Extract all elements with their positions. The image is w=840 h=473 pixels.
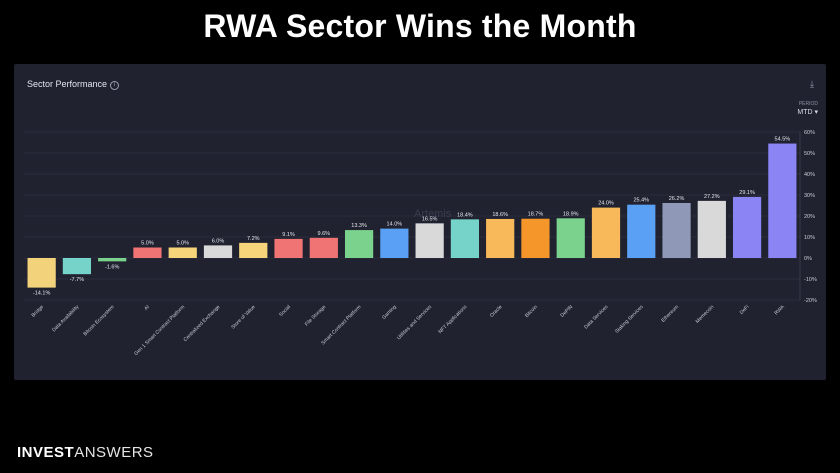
category-label: Memecoin <box>695 304 716 325</box>
period-dropdown[interactable]: MTD ▾ <box>797 109 818 116</box>
y-tick-label: 10% <box>804 235 815 241</box>
category-label: NFT Applications <box>437 304 468 335</box>
category-label: Bitcoin <box>524 304 539 319</box>
chart-panel: Sector Performance i ⤓ PERIOD MTD ▾ Artem… <box>14 64 826 380</box>
bar[interactable] <box>62 258 92 275</box>
y-tick-label: -10% <box>804 277 817 283</box>
category-label: Staking Services <box>614 304 645 335</box>
value-labels: -14.1% -7.7% -1.6% 5.0% 5.0% 6.0% 7.2% 9.1% 9.6%… <box>33 137 790 297</box>
bar[interactable] <box>274 238 303 258</box>
y-tick-label: -20% <box>804 298 817 304</box>
data-label: -14.1% <box>33 291 51 297</box>
period-label: PERIOD <box>798 101 818 107</box>
category-label: RWA <box>773 304 786 317</box>
y-tick-label: 30% <box>804 193 815 199</box>
download-icon[interactable]: ⤓ <box>810 79 814 89</box>
bar[interactable] <box>133 247 162 259</box>
data-label: 18.4% <box>457 212 473 218</box>
category-label: Centralized Exchange <box>183 304 222 343</box>
y-tick-label: 60% <box>804 130 815 136</box>
category-label: Utilities and Services <box>396 304 433 341</box>
sector-performance-chart: Artemis -14.1% -7.7% -1.6% 5.0% 5.0% 6.0% 7.2%… <box>24 130 817 357</box>
category-label: AI <box>143 304 151 312</box>
data-label: 5.0% <box>176 241 189 247</box>
category-label: Bridge <box>31 304 46 319</box>
category-label: Gen 1 Smart Contract Platform <box>133 304 186 357</box>
category-label: Ethereum <box>660 304 680 324</box>
slide-title: RWA Sector Wins the Month <box>203 8 637 44</box>
data-label: 7.2% <box>247 236 260 242</box>
data-label: 6.0% <box>212 238 225 244</box>
category-label: Data Availability <box>51 304 80 333</box>
data-label: 29.1% <box>739 190 755 196</box>
bar[interactable] <box>556 218 585 258</box>
bar[interactable] <box>168 247 197 259</box>
brand-bold: INVEST <box>17 444 75 461</box>
data-label: 25.4% <box>633 198 649 204</box>
y-tick-label: 40% <box>804 172 815 178</box>
bar[interactable] <box>98 258 127 262</box>
data-label: -1.6% <box>105 264 119 270</box>
bar[interactable] <box>380 228 409 258</box>
category-label: DePIN <box>559 304 574 319</box>
data-label: 18.7% <box>528 212 544 218</box>
data-label: 14.0% <box>387 222 403 228</box>
category-label: Social <box>278 304 292 318</box>
category-label: Oracle <box>489 304 504 319</box>
bar[interactable] <box>732 196 762 258</box>
y-tick-label: 50% <box>804 151 815 157</box>
bar[interactable] <box>239 242 268 258</box>
bar[interactable] <box>627 204 656 258</box>
bar[interactable] <box>521 218 550 258</box>
category-label: DeFi <box>739 304 751 316</box>
brand-light: ANSWERS <box>74 444 154 461</box>
bar[interactable] <box>697 200 726 258</box>
data-label: 18.9% <box>563 211 579 217</box>
data-label: 27.2% <box>704 194 720 200</box>
data-label: 5.0% <box>141 241 154 247</box>
category-label: Bitcoin Ecosystem <box>82 304 115 337</box>
bar[interactable] <box>415 223 444 258</box>
category-label: Gaming <box>381 304 398 321</box>
data-label: 9.1% <box>282 232 295 238</box>
data-label: 13.3% <box>351 223 367 229</box>
bar[interactable] <box>591 207 621 258</box>
y-tick-label: 0% <box>804 256 812 262</box>
y-tick-label: 20% <box>804 214 815 220</box>
data-label: 9.6% <box>318 231 331 237</box>
category-labels: Bridge Data Availability Bitcoin Ecosystem… <box>31 304 787 357</box>
data-label: 54.5% <box>775 137 791 143</box>
data-label: 18.6% <box>492 212 508 218</box>
panel-title: Sector Performance i <box>27 79 120 90</box>
watermark-text: Artemis <box>414 208 452 220</box>
brand-logo: INVESTANSWERS <box>17 444 154 461</box>
bar[interactable] <box>768 143 797 258</box>
data-label: 26.2% <box>669 196 685 202</box>
bars <box>27 143 797 288</box>
category-label: Data Services <box>583 304 610 331</box>
bar[interactable] <box>203 245 233 258</box>
category-label: File Storage <box>304 304 327 327</box>
data-label: 24.0% <box>598 201 614 207</box>
data-label: 16.5% <box>422 216 438 222</box>
bar[interactable] <box>662 202 691 258</box>
info-icon[interactable]: i <box>110 81 120 90</box>
data-label: -7.7% <box>70 277 84 283</box>
category-label: Store of Value <box>230 304 257 331</box>
bar[interactable] <box>27 258 56 288</box>
bar[interactable] <box>309 237 338 258</box>
panel-title-text: Sector Performance <box>27 79 108 89</box>
category-label: Smart Contract Platform <box>320 304 362 346</box>
bar[interactable] <box>450 219 480 258</box>
bar[interactable] <box>344 230 374 258</box>
y-axis-ticks: -20% -10% 0% 10% 20% 30% 40% 50% 60% <box>804 130 817 304</box>
bar[interactable] <box>486 218 515 258</box>
